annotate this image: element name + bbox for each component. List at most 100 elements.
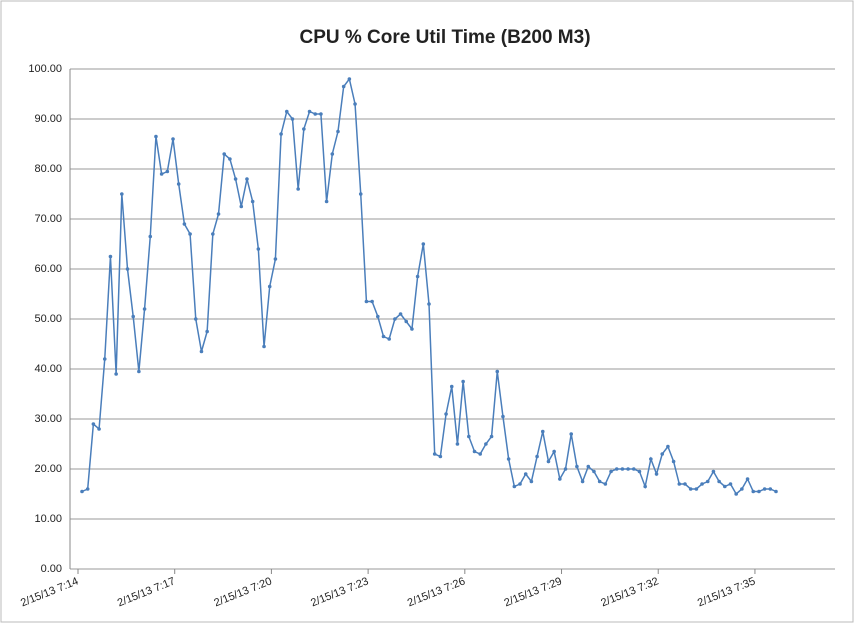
- data-point: [250, 199, 255, 204]
- data-point: [586, 464, 591, 469]
- data-point: [171, 137, 175, 141]
- data-point: [580, 479, 585, 484]
- data-point: [154, 134, 158, 139]
- data-point: [563, 467, 568, 471]
- data-point: [290, 117, 295, 121]
- data-point: [347, 77, 352, 81]
- data-point: [114, 372, 118, 376]
- y-tick-label: 20.00: [34, 463, 62, 475]
- data-point: [410, 327, 414, 331]
- data-point: [757, 489, 761, 494]
- data-point: [768, 487, 773, 491]
- data-point: [131, 314, 135, 319]
- data-point: [148, 234, 153, 239]
- data-point: [267, 284, 272, 289]
- data-point: [262, 344, 266, 349]
- data-point: [228, 157, 232, 161]
- data-point: [472, 449, 477, 454]
- data-point: [666, 444, 670, 449]
- data-point: [478, 452, 482, 456]
- data-point: [364, 299, 369, 304]
- data-point: [700, 482, 704, 486]
- data-point: [182, 222, 187, 226]
- data-point: [427, 302, 431, 306]
- data-point: [108, 254, 113, 259]
- data-point: [631, 467, 636, 471]
- data-point: [165, 169, 170, 174]
- data-point: [341, 84, 346, 89]
- data-point: [159, 172, 164, 176]
- data-point: [193, 317, 198, 321]
- data-point: [774, 489, 778, 494]
- y-tick-label: 60.00: [34, 263, 62, 275]
- data-point: [688, 487, 693, 491]
- data-point: [330, 152, 335, 156]
- y-tick-label: 30.00: [34, 413, 62, 425]
- data-point: [319, 112, 323, 116]
- data-point: [91, 422, 96, 426]
- data-point: [216, 212, 221, 216]
- data-point: [717, 479, 721, 484]
- data-point: [398, 312, 403, 316]
- data-point: [546, 459, 551, 464]
- data-point: [245, 177, 249, 181]
- data-point: [432, 452, 437, 456]
- data-point: [740, 487, 744, 491]
- chart-title: CPU % Core Util Time (B200 M3): [299, 27, 590, 48]
- data-point: [694, 487, 699, 491]
- data-point: [711, 469, 716, 474]
- data-point: [376, 314, 380, 319]
- data-point: [404, 319, 409, 324]
- y-tick-label: 100.00: [28, 63, 62, 75]
- data-point: [762, 487, 767, 491]
- data-point: [626, 467, 630, 471]
- data-point: [523, 472, 528, 476]
- data-point: [199, 349, 204, 354]
- data-point: [489, 434, 494, 439]
- data-point: [455, 442, 460, 446]
- y-tick-label: 70.00: [34, 213, 62, 225]
- data-point: [728, 482, 733, 486]
- data-point: [205, 329, 209, 334]
- data-point: [102, 357, 107, 361]
- data-point: [558, 477, 562, 481]
- data-point: [381, 334, 386, 339]
- data-point: [239, 204, 244, 209]
- data-point: [649, 457, 653, 461]
- data-point: [512, 484, 517, 489]
- data-point: [273, 257, 278, 261]
- data-point: [233, 177, 238, 181]
- data-point: [597, 479, 602, 484]
- data-point: [620, 467, 625, 471]
- data-point: [336, 129, 340, 134]
- y-tick-label: 0.00: [41, 563, 62, 575]
- data-point: [677, 482, 682, 486]
- data-point: [723, 484, 727, 489]
- y-tick-label: 80.00: [34, 163, 62, 175]
- data-point: [671, 459, 676, 464]
- data-point: [324, 199, 329, 204]
- data-point: [592, 469, 596, 474]
- data-point: [176, 182, 181, 186]
- data-point: [438, 454, 443, 459]
- data-point: [495, 369, 500, 374]
- data-point: [188, 232, 192, 236]
- data-point: [296, 187, 300, 191]
- data-point: [307, 109, 312, 114]
- data-point: [552, 449, 556, 454]
- data-point: [461, 379, 465, 384]
- data-point: [222, 152, 227, 156]
- data-point: [683, 482, 687, 486]
- data-point: [120, 192, 124, 196]
- data-point: [449, 384, 454, 389]
- data-point: [387, 337, 391, 341]
- data-point: [484, 442, 488, 446]
- data-point: [256, 247, 261, 251]
- data-point: [85, 487, 90, 491]
- data-point: [80, 489, 84, 494]
- data-point: [97, 427, 101, 431]
- data-point: [637, 469, 642, 474]
- y-tick-label: 50.00: [34, 313, 62, 325]
- data-point: [279, 132, 283, 136]
